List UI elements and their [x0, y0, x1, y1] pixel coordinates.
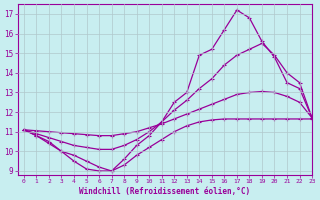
X-axis label: Windchill (Refroidissement éolien,°C): Windchill (Refroidissement éolien,°C) [79, 187, 250, 196]
